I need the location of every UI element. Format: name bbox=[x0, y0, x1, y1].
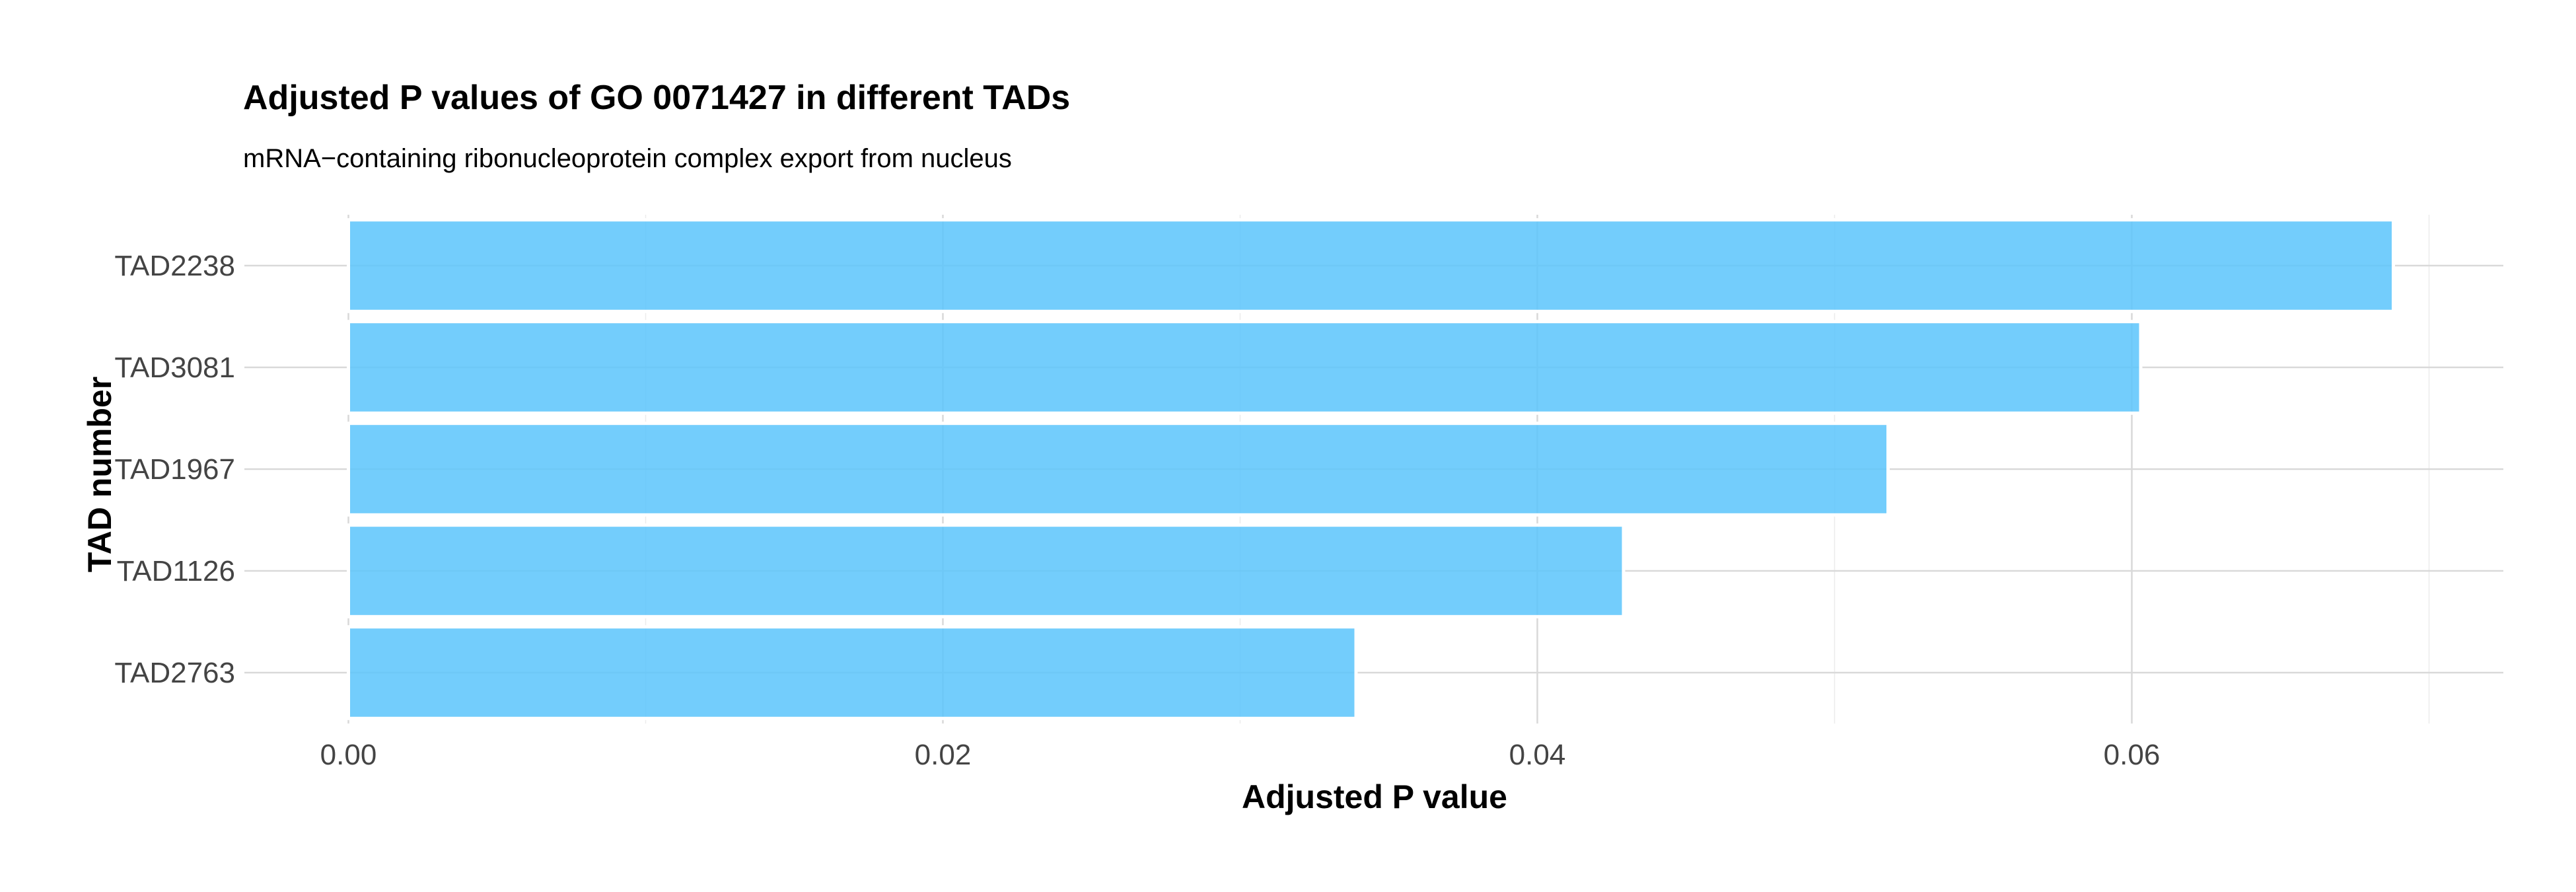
bar-tad1126 bbox=[347, 523, 1626, 618]
bar-tad3081 bbox=[347, 320, 2143, 415]
y-tick-label-tad1126: TAD1126 bbox=[117, 555, 235, 587]
bars bbox=[347, 218, 2395, 720]
y-tick-label-tad1967: TAD1967 bbox=[114, 453, 235, 486]
chart-title: Adjusted P values of GO 0071427 in diffe… bbox=[243, 79, 1070, 117]
bar-tad2763 bbox=[347, 625, 1358, 720]
y-tick-label-tad3081: TAD3081 bbox=[114, 352, 235, 384]
y-axis-title: TAD number bbox=[81, 377, 118, 572]
chart-subtitle: mRNA−containing ribonucleoprotein comple… bbox=[243, 144, 1012, 173]
bar-tad2238 bbox=[347, 218, 2395, 313]
x-tick-label-1: 0.02 bbox=[915, 739, 972, 771]
y-tick-label-tad2763: TAD2763 bbox=[114, 657, 235, 689]
y-tick-labels: TAD2238 TAD3081 TAD1967 TAD1126 TAD2763 bbox=[114, 250, 235, 689]
x-tick-label-3: 0.06 bbox=[2104, 739, 2161, 771]
x-tick-labels: 0.00 0.02 0.04 0.06 bbox=[320, 739, 2161, 771]
y-tick-label-tad2238: TAD2238 bbox=[114, 250, 235, 282]
x-tick-label-0: 0.00 bbox=[320, 739, 377, 771]
bar-tad1967 bbox=[347, 422, 1890, 517]
x-axis-title: Adjusted P value bbox=[1242, 778, 1507, 815]
x-tick-label-2: 0.04 bbox=[1509, 739, 1566, 771]
